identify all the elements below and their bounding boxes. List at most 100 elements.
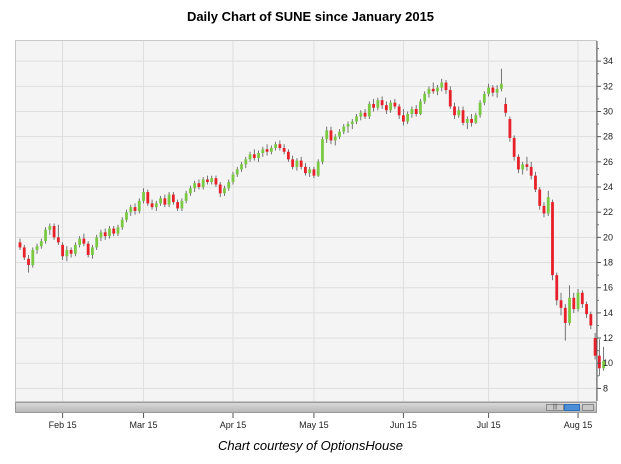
- candle[interactable]: [99, 229, 103, 242]
- candle[interactable]: [444, 80, 448, 94]
- candle[interactable]: [508, 116, 512, 142]
- candle[interactable]: [427, 86, 431, 98]
- candle[interactable]: [538, 187, 542, 210]
- candle[interactable]: [342, 124, 346, 135]
- candle[interactable]: [231, 171, 235, 185]
- candle[interactable]: [56, 224, 60, 245]
- candle[interactable]: [44, 227, 47, 244]
- candle[interactable]: [252, 149, 256, 161]
- candle[interactable]: [257, 150, 260, 162]
- candle[interactable]: [453, 102, 456, 120]
- candle[interactable]: [184, 190, 188, 204]
- candle[interactable]: [65, 246, 69, 262]
- candle[interactable]: [338, 129, 341, 140]
- candle[interactable]: [35, 243, 39, 254]
- candle[interactable]: [478, 100, 482, 118]
- candle[interactable]: [163, 194, 167, 208]
- candle[interactable]: [295, 158, 299, 171]
- candle[interactable]: [367, 101, 371, 120]
- candle[interactable]: [176, 199, 180, 211]
- candle[interactable]: [350, 119, 354, 130]
- candle[interactable]: [142, 188, 145, 204]
- candle[interactable]: [325, 126, 329, 143]
- candle[interactable]: [108, 226, 111, 239]
- candle[interactable]: [282, 144, 286, 155]
- candle[interactable]: [206, 175, 209, 185]
- candle[interactable]: [534, 171, 537, 193]
- candle[interactable]: [248, 151, 252, 162]
- candle[interactable]: [410, 106, 414, 118]
- candle[interactable]: [333, 134, 337, 146]
- candle[interactable]: [355, 114, 358, 125]
- candle[interactable]: [61, 242, 64, 261]
- candle[interactable]: [116, 224, 120, 237]
- candle[interactable]: [529, 161, 533, 180]
- candle[interactable]: [154, 200, 158, 211]
- candle[interactable]: [189, 185, 192, 196]
- candle[interactable]: [193, 180, 197, 193]
- candle[interactable]: [78, 236, 82, 248]
- candle[interactable]: [470, 114, 473, 127]
- candle[interactable]: [585, 301, 588, 318]
- candle[interactable]: [82, 233, 86, 247]
- candle[interactable]: [393, 98, 397, 109]
- candle[interactable]: [133, 203, 137, 215]
- candle[interactable]: [22, 244, 26, 261]
- candle[interactable]: [495, 85, 499, 98]
- candle[interactable]: [448, 86, 452, 109]
- candle[interactable]: [265, 144, 269, 156]
- candle[interactable]: [227, 179, 231, 191]
- candle[interactable]: [291, 155, 295, 170]
- candle[interactable]: [278, 140, 282, 151]
- candle[interactable]: [602, 346, 606, 371]
- candle[interactable]: [555, 272, 559, 306]
- candle[interactable]: [269, 145, 273, 155]
- candle[interactable]: [52, 223, 56, 240]
- candle[interactable]: [465, 116, 469, 130]
- candle[interactable]: [521, 161, 525, 175]
- candle[interactable]: [321, 136, 324, 165]
- candle[interactable]: [517, 154, 520, 174]
- candle[interactable]: [120, 217, 124, 230]
- candle[interactable]: [103, 228, 107, 240]
- candle[interactable]: [372, 98, 375, 112]
- candle[interactable]: [487, 83, 490, 97]
- candle[interactable]: [346, 121, 350, 133]
- candle[interactable]: [525, 156, 529, 171]
- candle[interactable]: [457, 106, 461, 118]
- candle[interactable]: [18, 238, 22, 250]
- candle[interactable]: [210, 175, 214, 185]
- candle[interactable]: [402, 108, 405, 126]
- candle[interactable]: [146, 189, 150, 206]
- candle[interactable]: [491, 85, 495, 97]
- candle[interactable]: [363, 108, 367, 120]
- scrollbar-arrow-icon[interactable]: [582, 404, 594, 411]
- candle[interactable]: [95, 234, 99, 250]
- candle[interactable]: [504, 97, 508, 117]
- candle[interactable]: [329, 126, 333, 145]
- candle[interactable]: [576, 288, 580, 312]
- candle[interactable]: [423, 91, 427, 104]
- candle[interactable]: [419, 98, 422, 116]
- candle[interactable]: [546, 190, 550, 216]
- candle[interactable]: [589, 311, 593, 330]
- candle[interactable]: [235, 166, 239, 177]
- candle[interactable]: [593, 333, 597, 360]
- chart-scrollbar[interactable]: [15, 402, 597, 413]
- candle[interactable]: [39, 238, 43, 249]
- candle[interactable]: [580, 290, 584, 308]
- candle[interactable]: [73, 242, 77, 257]
- candle[interactable]: [316, 159, 320, 177]
- candle[interactable]: [244, 156, 248, 169]
- candle[interactable]: [440, 78, 444, 92]
- candle[interactable]: [197, 179, 201, 190]
- candle[interactable]: [406, 111, 410, 125]
- candle[interactable]: [167, 192, 171, 208]
- candle[interactable]: [359, 110, 363, 121]
- candle[interactable]: [223, 185, 226, 196]
- candle[interactable]: [563, 304, 567, 341]
- candle[interactable]: [218, 181, 222, 198]
- scrollbar-grip-icon[interactable]: |||: [546, 404, 564, 411]
- candle[interactable]: [397, 103, 401, 120]
- candle[interactable]: [572, 292, 576, 313]
